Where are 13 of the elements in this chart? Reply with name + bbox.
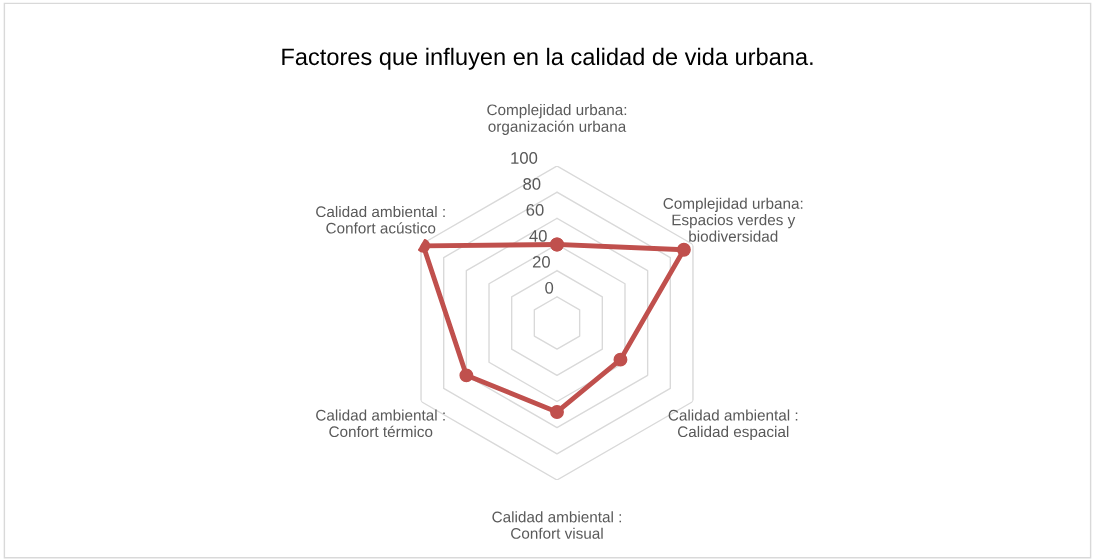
spoke-label: Calidad ambiental : Confort térmico bbox=[316, 409, 445, 438]
y-tick-label: 40 bbox=[529, 229, 547, 242]
y-tick-label: 20 bbox=[532, 255, 550, 268]
spoke-label: Complejidad urbana: organización urbana bbox=[487, 104, 627, 135]
y-tick-label: 60 bbox=[526, 204, 544, 216]
spoke-label: Calidad ambiental : Calidad espacial bbox=[668, 409, 798, 441]
y-tick-label: 0 bbox=[545, 281, 554, 294]
spoke-label: Calidad ambiental : Confort acústico bbox=[316, 205, 445, 234]
spoke-label: Calidad ambiental : Confort visual bbox=[492, 511, 621, 539]
spoke-label: Complejidad urbana: Espacios verdes y biodiversidad bbox=[663, 197, 803, 242]
chart-title: Factores que influyen en la calidad de vida urbana. bbox=[282, 47, 813, 70]
y-tick-label: 80 bbox=[523, 178, 541, 190]
y-tick-label: 100 bbox=[511, 152, 538, 164]
